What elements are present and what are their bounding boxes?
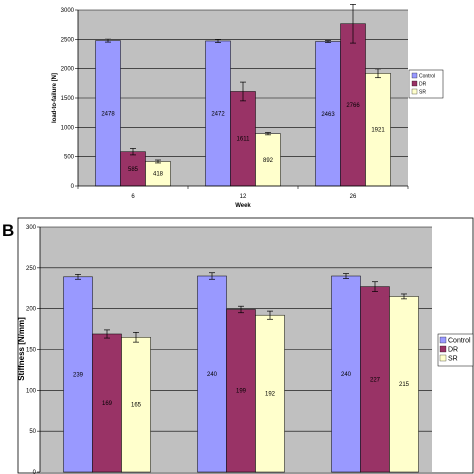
bar xyxy=(95,40,121,187)
x-tick-labels-a: 6 12 26 xyxy=(77,186,409,200)
x-axis-title-a: Week xyxy=(235,203,251,209)
chart-b: B 239 169 165 240 199 192 240 227 215 0 50 100 150 2… xyxy=(2,217,474,474)
bar xyxy=(340,23,366,187)
legend-label-dr-a: DR xyxy=(419,82,427,88)
data-label: 239 xyxy=(73,372,84,378)
legend-b: Control DR SR xyxy=(437,333,474,367)
y-axis-title-a: load-to-failure [N] xyxy=(52,73,58,123)
legend-swatch-sr-a xyxy=(411,88,418,95)
bar xyxy=(121,337,151,473)
data-label: 1611 xyxy=(237,137,251,143)
data-label: 418 xyxy=(153,172,164,178)
y-tick-label: 200 xyxy=(26,307,37,313)
data-labels-b: 239 169 165 240 199 192 240 227 215 xyxy=(73,372,410,409)
panel-label-b: B xyxy=(2,221,14,240)
bar xyxy=(226,309,256,473)
y-tick-label: 0 xyxy=(33,470,37,474)
data-label: 2766 xyxy=(346,103,360,109)
legend-label-sr-a: SR xyxy=(419,90,426,96)
bar xyxy=(197,275,227,473)
x-tick-label: 6 xyxy=(131,194,135,200)
y-tick-label: 2000 xyxy=(61,67,75,73)
bars-b xyxy=(63,275,419,473)
y-tick-label: 100 xyxy=(26,388,37,394)
y-tick-label: 150 xyxy=(26,348,37,354)
legend-label-dr-b: DR xyxy=(448,347,458,354)
data-label: 240 xyxy=(207,372,218,378)
x-tick-label: 12 xyxy=(240,194,247,200)
data-label: 585 xyxy=(128,167,139,173)
y-tick-label: 0 xyxy=(71,184,75,190)
y-tick-label: 2500 xyxy=(61,37,75,43)
bar xyxy=(360,286,390,473)
legend-swatch-dr-b xyxy=(439,345,447,353)
data-label: 240 xyxy=(341,372,352,378)
data-label: 215 xyxy=(399,382,410,388)
data-label: 227 xyxy=(370,377,381,383)
legend-swatch-dr-a xyxy=(411,80,418,87)
y-tick-label: 500 xyxy=(64,155,75,161)
y-tick-labels-a: 0 500 1000 1500 2000 2500 3000 xyxy=(61,8,78,190)
y-tick-label: 1500 xyxy=(61,96,75,102)
error-bars-a xyxy=(105,4,381,164)
y-tick-labels-b: 0 50 100 150 200 250 300 xyxy=(26,225,40,474)
data-label: 1921 xyxy=(371,128,385,134)
legend-swatch-control-a xyxy=(411,72,418,79)
y-tick-label: 300 xyxy=(26,225,37,231)
bar xyxy=(63,276,93,473)
data-label: 165 xyxy=(131,403,142,409)
error-bars-b xyxy=(75,272,407,343)
y-tick-label: 250 xyxy=(26,266,37,272)
legend-swatch-control-b xyxy=(439,336,447,344)
chart-a: 2478 585 418 2472 1611 892 2463 2766 1921 0 500 10… xyxy=(52,4,444,209)
bar xyxy=(255,314,285,473)
bar xyxy=(255,133,281,187)
data-label: 2463 xyxy=(321,112,335,118)
bars-a xyxy=(95,23,391,187)
y-tick-label: 50 xyxy=(29,429,36,435)
y-tick-label: 1000 xyxy=(61,125,75,131)
data-label: 199 xyxy=(236,389,247,395)
data-label: 2472 xyxy=(211,111,225,117)
legend-swatch-sr-b xyxy=(439,354,447,362)
data-label: 892 xyxy=(263,158,274,164)
data-label: 2478 xyxy=(101,111,115,117)
x-tick-label: 26 xyxy=(350,194,357,200)
legend-label-control-b: Control xyxy=(448,338,471,345)
bar xyxy=(92,333,122,473)
legend-label-sr-b: SR xyxy=(448,356,458,363)
legend-a: Control DR SR xyxy=(408,69,444,99)
legend-label-control-a: Control xyxy=(419,74,435,80)
data-label: 192 xyxy=(265,392,276,398)
y-axis-title-b: Stiffness [N/mm] xyxy=(17,317,26,381)
data-labels-a: 2478 585 418 2472 1611 892 2463 2766 1921 xyxy=(101,103,385,178)
data-label: 169 xyxy=(102,401,113,407)
y-tick-label: 3000 xyxy=(61,8,75,14)
bar xyxy=(365,73,391,187)
